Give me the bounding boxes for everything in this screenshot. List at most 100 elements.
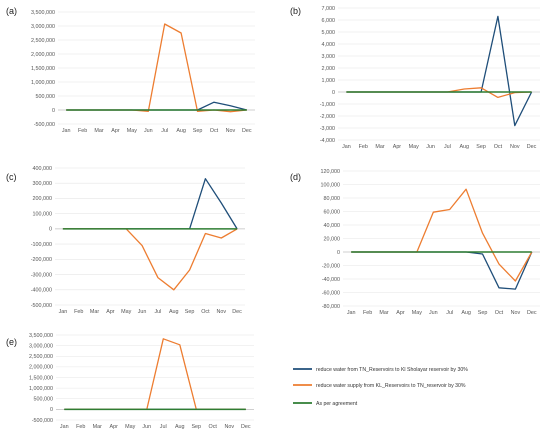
y-tick-label: 40,000 (324, 223, 341, 229)
y-tick-label: 60,000 (324, 209, 341, 215)
x-tick-label: Oct (494, 144, 503, 150)
y-tick-label: 100,000 (33, 211, 53, 217)
x-tick-label: Oct (210, 128, 219, 134)
series-line-tn (62, 178, 238, 230)
x-tick-label: Nov (224, 424, 234, 430)
legend: reduce water from TN_Reservoirs to Kl Sh… (293, 367, 468, 407)
legend-label: reduce water supply from KL_Reservoirs t… (316, 383, 466, 389)
x-tick-label: Feb (74, 309, 83, 315)
y-tick-label: 0 (337, 250, 340, 256)
series-line-tn (346, 15, 533, 127)
panel-label: (a) (6, 6, 17, 16)
y-tick-label: -300,000 (31, 272, 52, 278)
x-tick-label: Oct (495, 310, 504, 316)
y-tick-label: -400,000 (31, 288, 52, 294)
series-line-kl (351, 188, 533, 282)
y-tick-label: 200,000 (33, 196, 53, 202)
x-tick-label: Jul (161, 128, 168, 134)
legend-label: As per agreement (316, 401, 358, 407)
y-tick-label: 3,000,000 (29, 343, 53, 349)
x-tick-label: Dec (527, 144, 537, 150)
x-tick-label: Dec (242, 128, 252, 134)
y-tick-label: 1,000 (322, 78, 336, 84)
x-tick-label: Sep (476, 144, 486, 150)
y-tick-label: 0 (50, 407, 53, 413)
y-tick-label: -4,000 (320, 138, 335, 144)
x-tick-label: Mar (90, 309, 99, 315)
x-tick-label: Jun (429, 310, 438, 316)
x-tick-label: Jan (60, 424, 69, 430)
x-tick-label: Nov (216, 309, 226, 315)
x-tick-label: Sep (193, 128, 203, 134)
y-tick-label: 2,500,000 (31, 38, 55, 44)
y-tick-label: -100,000 (31, 242, 52, 248)
x-tick-label: Nov (511, 310, 521, 316)
y-tick-label: 2,000 (322, 66, 336, 72)
y-tick-label: 3,000 (322, 54, 336, 60)
x-tick-label: May (125, 424, 135, 430)
x-tick-label: Apr (110, 424, 119, 430)
y-tick-label: 2,000,000 (31, 52, 55, 58)
x-tick-label: Jan (59, 309, 68, 315)
y-tick-label: 7,000 (322, 6, 336, 12)
x-tick-label: May (412, 310, 422, 316)
y-tick-label: -500,000 (31, 303, 52, 309)
x-tick-label: Feb (78, 128, 87, 134)
y-tick-label: 80,000 (324, 196, 341, 202)
x-tick-label: Oct (201, 309, 210, 315)
x-tick-label: Jun (138, 309, 147, 315)
x-tick-label: Aug (459, 144, 469, 150)
y-tick-label: 0 (49, 227, 52, 233)
y-tick-label: 1,500,000 (31, 66, 55, 72)
y-tick-label: 0 (52, 108, 55, 114)
y-tick-label: 6,000 (322, 18, 336, 24)
panel-label: (c) (6, 172, 17, 182)
y-tick-label: -500,000 (32, 418, 53, 424)
x-tick-label: Jul (154, 309, 161, 315)
x-tick-label: Apr (393, 144, 402, 150)
x-tick-label: Mar (379, 310, 388, 316)
y-tick-label: -500,000 (34, 122, 55, 128)
x-tick-label: Jul (444, 144, 451, 150)
y-tick-label: 120,000 (321, 169, 341, 175)
series-line-tn (66, 101, 247, 111)
y-tick-label: -80,000 (322, 304, 340, 310)
x-tick-label: Jun (426, 144, 435, 150)
y-tick-label: 0 (332, 90, 335, 96)
x-tick-label: Feb (359, 144, 368, 150)
y-tick-label: 2,000,000 (29, 365, 53, 371)
x-tick-label: Dec (241, 424, 251, 430)
x-tick-label: Aug (169, 309, 179, 315)
x-tick-label: Dec (232, 309, 242, 315)
panel-label: (d) (290, 172, 301, 182)
y-tick-label: 300,000 (33, 181, 53, 187)
y-tick-label: 2,500,000 (29, 354, 53, 360)
x-tick-label: Nov (510, 144, 520, 150)
y-tick-label: -2,000 (320, 114, 335, 120)
x-tick-label: May (127, 128, 137, 134)
x-tick-label: May (121, 309, 131, 315)
x-tick-label: Jun (142, 424, 151, 430)
x-tick-label: Sep (191, 424, 201, 430)
x-tick-label: Jan (62, 128, 71, 134)
x-tick-label: Jan (342, 144, 351, 150)
x-tick-label: Aug (176, 128, 186, 134)
chart-panel-1: (a) -500,000 0 500,000 1,000,000 1,500,000 2,0… (6, 6, 255, 134)
y-tick-label: -60,000 (322, 290, 340, 296)
y-tick-label: 20,000 (324, 236, 341, 242)
chart-panel-5: (e) -500,000 0 500,000 1,000,000 1,500,000 2,0… (6, 333, 254, 430)
y-tick-label: 3,000,000 (31, 24, 55, 30)
x-tick-label: Mar (93, 424, 102, 430)
panel-label: (e) (6, 337, 17, 347)
y-tick-label: 500,000 (34, 397, 54, 403)
x-tick-label: Sep (478, 310, 488, 316)
x-tick-label: Mar (94, 128, 103, 134)
x-tick-label: Jan (347, 310, 356, 316)
y-tick-label: -20,000 (322, 263, 340, 269)
x-tick-label: Dec (527, 310, 537, 316)
x-tick-label: May (409, 144, 419, 150)
y-tick-label: 1,000,000 (29, 386, 53, 392)
chart-panel-2: (b) -4,000 -3,000 -2,000 -1,000 0 1,000 2,000 3,… (290, 6, 540, 150)
y-tick-label: -3,000 (320, 126, 335, 132)
